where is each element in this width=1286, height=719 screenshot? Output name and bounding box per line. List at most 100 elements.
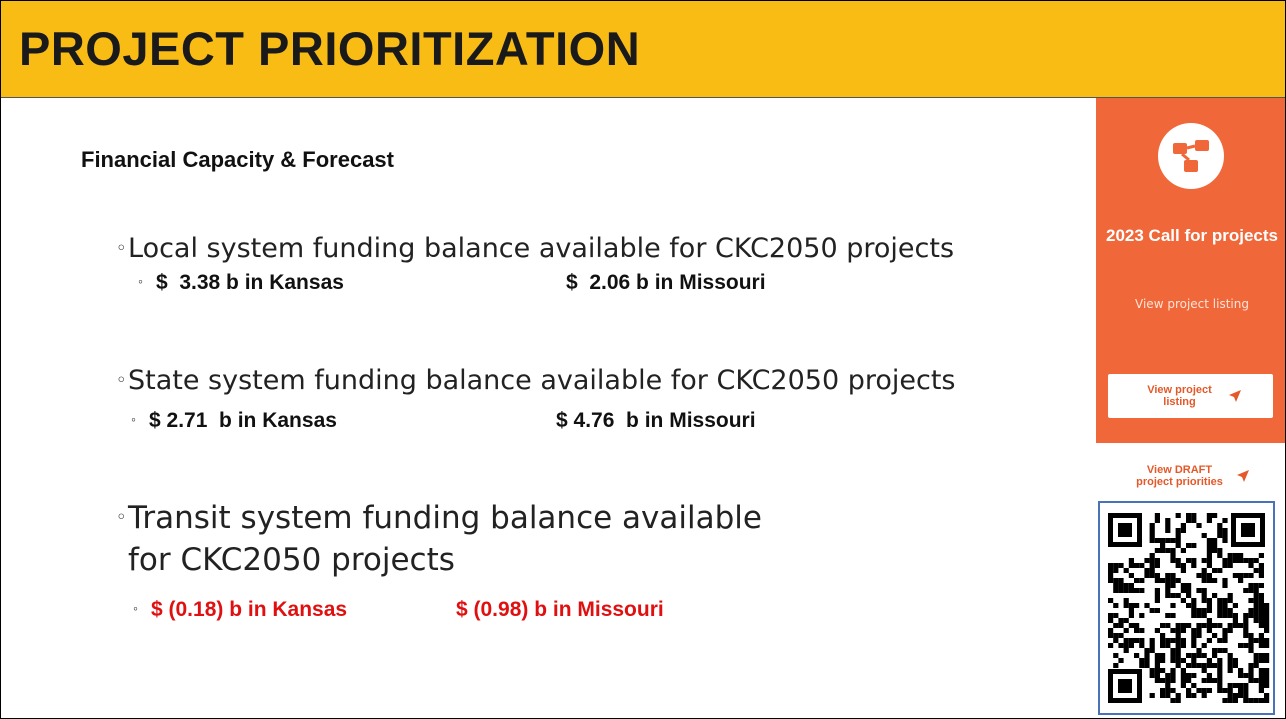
qr-module xyxy=(1196,653,1202,658)
qr-module xyxy=(1175,628,1181,633)
qr-module xyxy=(1253,598,1259,603)
detail: $ (0.18) b in Kansas xyxy=(133,598,347,622)
qr-module xyxy=(1134,653,1140,658)
qr-module xyxy=(1165,683,1171,688)
qr-module xyxy=(1196,633,1202,638)
qr-module xyxy=(1175,558,1181,563)
qr-module xyxy=(1227,653,1233,658)
qr-module xyxy=(1232,613,1238,618)
qr-module xyxy=(1134,588,1140,593)
qr-module xyxy=(1196,663,1202,668)
qr-module xyxy=(1113,653,1119,658)
sidebar-link[interactable]: View project listing xyxy=(1135,297,1249,311)
qr-module xyxy=(1217,598,1223,603)
qr-module xyxy=(1154,608,1160,613)
qr-module xyxy=(1134,603,1140,608)
qr-module xyxy=(1253,568,1259,573)
qr-module xyxy=(1222,558,1228,563)
qr-module xyxy=(1258,618,1264,623)
qr-module xyxy=(1206,563,1212,568)
qr-module xyxy=(1180,683,1186,688)
qr-module xyxy=(1232,553,1238,558)
qr-module xyxy=(1191,543,1197,548)
qr-module xyxy=(1165,678,1171,683)
qr-module xyxy=(1139,638,1145,643)
qr-module xyxy=(1212,538,1218,543)
qr-module xyxy=(1253,588,1259,593)
qr-module xyxy=(1139,658,1145,663)
qr-module xyxy=(1118,623,1124,628)
detail: $ 2.71 b in Kansas xyxy=(131,409,337,433)
qr-module xyxy=(1144,648,1150,653)
qr-module xyxy=(1118,618,1124,623)
qr-module xyxy=(1165,578,1171,583)
qr-module xyxy=(1134,578,1140,583)
qr-module xyxy=(1217,648,1223,653)
detail: $ 4.76 b in Missouri xyxy=(556,409,756,432)
qr-module xyxy=(1212,593,1218,598)
qr-module xyxy=(1191,633,1197,638)
button[interactable]: View DRAFT project priorities xyxy=(1108,454,1273,498)
qr-module xyxy=(1149,673,1155,678)
qr-module xyxy=(1160,633,1166,638)
qr-module xyxy=(1186,588,1192,593)
qr-module xyxy=(1165,673,1171,678)
qr-module xyxy=(1217,533,1223,538)
qr-module xyxy=(1186,623,1192,628)
qr-module xyxy=(1243,623,1249,628)
bullet: Local system funding balance available f… xyxy=(116,229,1068,269)
qr-module xyxy=(1154,588,1160,593)
qr-module xyxy=(1154,628,1160,633)
qr-module xyxy=(1253,663,1259,668)
qr-module xyxy=(1212,578,1218,583)
qr-module xyxy=(1201,643,1207,648)
qr-module xyxy=(1170,668,1176,673)
qr-module xyxy=(1113,563,1119,568)
qr-module xyxy=(1139,628,1145,633)
qr-module xyxy=(1222,648,1228,653)
qr-module xyxy=(1113,603,1119,608)
qr-module xyxy=(1206,548,1212,553)
qr-module xyxy=(1264,668,1270,673)
qr-module xyxy=(1243,688,1249,693)
qr-module xyxy=(1175,528,1181,533)
qr-module xyxy=(1258,658,1264,663)
qr-module xyxy=(1149,558,1155,563)
qr-module xyxy=(1206,673,1212,678)
qr-module xyxy=(1258,593,1264,598)
qr-module xyxy=(1186,583,1192,588)
qr-module xyxy=(1212,623,1218,628)
button[interactable]: View project listing xyxy=(1108,374,1273,418)
qr-module xyxy=(1113,633,1119,638)
qr-module xyxy=(1154,598,1160,603)
qr-module xyxy=(1118,658,1124,663)
qr-module xyxy=(1108,643,1114,648)
qr-module xyxy=(1170,653,1176,658)
qr-module xyxy=(1144,653,1150,658)
qr-module xyxy=(1123,588,1129,593)
qr-module xyxy=(1160,638,1166,643)
qr-module xyxy=(1253,558,1259,563)
qr-module xyxy=(1170,628,1176,633)
qr-module xyxy=(1160,543,1166,548)
qr-module xyxy=(1196,648,1202,653)
qr-module xyxy=(1206,663,1212,668)
qr-module xyxy=(1217,523,1223,528)
qr-module xyxy=(1134,563,1140,568)
qr-module xyxy=(1206,543,1212,548)
qr-module xyxy=(1238,668,1244,673)
qr-module xyxy=(1165,548,1171,553)
qr-module xyxy=(1217,638,1223,643)
qr-module xyxy=(1227,593,1233,598)
qr-module xyxy=(1160,653,1166,658)
qr-module xyxy=(1165,623,1171,628)
qr-module xyxy=(1217,663,1223,668)
qr-module xyxy=(1248,563,1254,568)
qr-module xyxy=(1170,698,1176,703)
qr-module xyxy=(1217,608,1223,613)
qr-module xyxy=(1180,678,1186,683)
qr-module xyxy=(1113,578,1119,583)
qr-module xyxy=(1232,603,1238,608)
qr-module xyxy=(1170,613,1176,618)
qr-module xyxy=(1227,663,1233,668)
